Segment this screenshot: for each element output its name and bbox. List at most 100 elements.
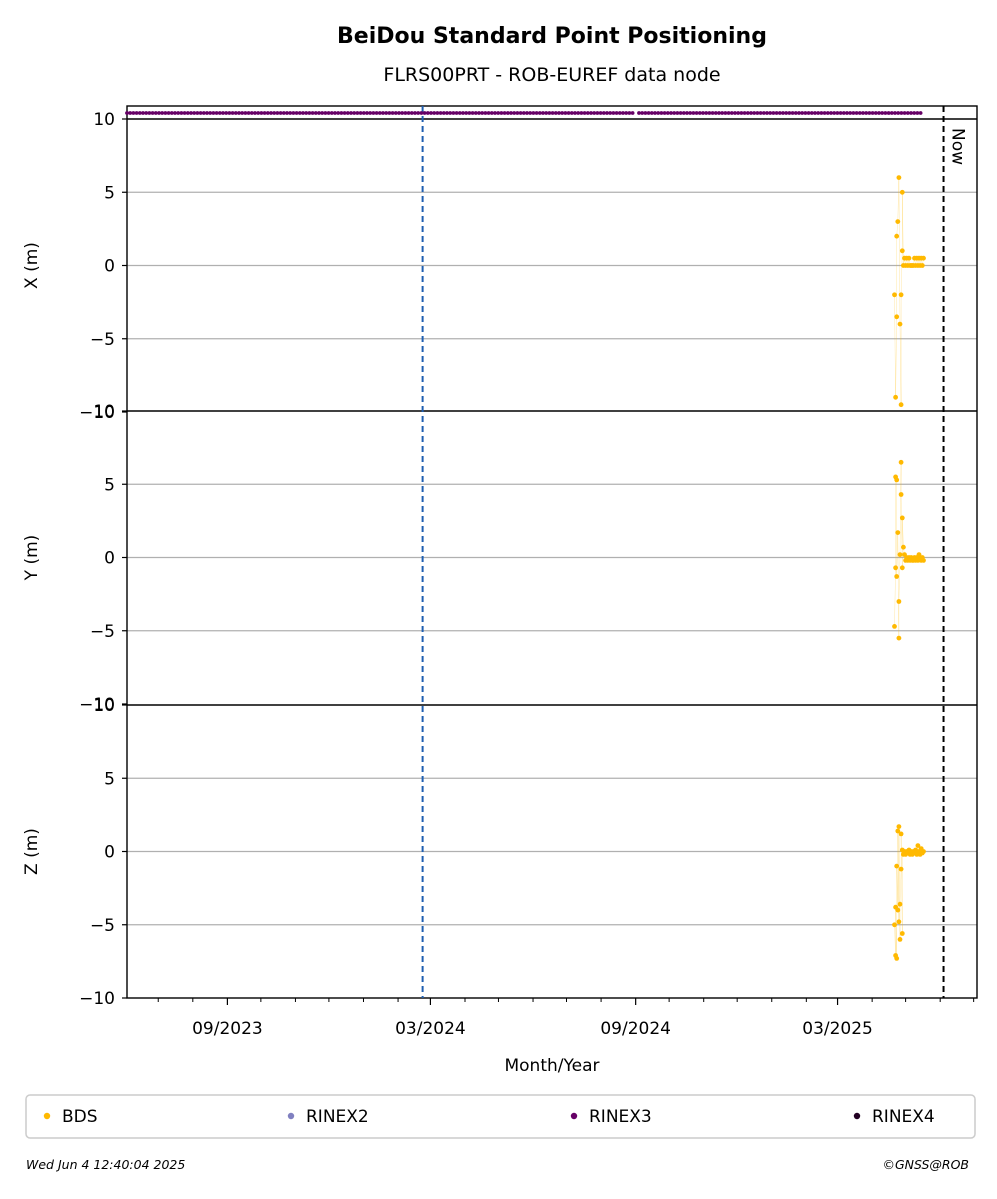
rinex3-availability-point <box>157 111 161 115</box>
y-tick-label: 10 <box>93 696 115 716</box>
rinex3-availability-point <box>678 111 683 115</box>
bds-point <box>896 919 902 925</box>
rinex3-availability-point <box>905 111 910 115</box>
rinex3-availability-point <box>368 111 373 115</box>
rinex3-availability-point <box>144 111 149 115</box>
x-axis-label: Month/Year <box>504 1056 599 1076</box>
rinex3-availability-point <box>371 111 376 115</box>
rinex3-availability-point <box>509 111 513 115</box>
rinex3-availability-point <box>598 111 603 115</box>
legend-label-bds: BDS <box>62 1107 98 1127</box>
rinex3-availability-point <box>304 111 309 115</box>
rinex3-availability-point <box>614 111 619 115</box>
rinex3-availability-point <box>761 111 766 115</box>
rinex3-availability-point <box>803 111 808 115</box>
x-tick-label: 09/2023 <box>192 1019 263 1039</box>
rinex3-availability-point <box>233 111 238 115</box>
rinex3-availability-point <box>349 111 353 115</box>
rinex3-availability-point <box>816 111 821 115</box>
rinex3-availability-point <box>569 111 574 115</box>
rinex3-availability-point <box>173 111 177 115</box>
rinex3-availability-point <box>877 111 881 115</box>
rinex3-availability-point <box>259 111 264 115</box>
rinex3-availability-point <box>813 111 817 115</box>
rinex3-availability-point <box>697 111 702 115</box>
rinex3-availability-point <box>125 111 129 115</box>
y-tick-label: 0 <box>104 843 115 863</box>
rinex3-availability-point <box>384 111 389 115</box>
rinex3-availability-point <box>288 111 293 115</box>
rinex3-availability-point <box>797 111 801 115</box>
plot-area: −10 −5 0 5 10 X (m) −10 −5 0 5 10 Y (m) −10 −5 0 5 10 Z (… <box>22 105 978 1039</box>
rinex3-availability-point <box>217 111 222 115</box>
rinex3-availability-point <box>688 111 693 115</box>
bds-point <box>899 565 905 571</box>
y-tick-label: 10 <box>93 402 115 422</box>
bds-point <box>896 599 902 604</box>
bds-point <box>897 321 903 327</box>
rinex3-availability-point <box>470 111 475 115</box>
legend-label-rinex4: RINEX4 <box>872 1107 935 1127</box>
rinex3-availability-point <box>285 111 289 115</box>
bds-point <box>898 492 904 497</box>
rinex3-availability-point <box>576 111 581 115</box>
rinex3-availability-point <box>809 111 814 115</box>
rinex3-availability-point <box>624 111 629 115</box>
rinex3-availability-point <box>912 111 917 115</box>
rinex3-availability-point <box>451 111 456 115</box>
rinex3-availability-point <box>262 111 267 115</box>
rinex3-availability-point <box>345 111 350 115</box>
bds-point <box>896 635 902 641</box>
rinex3-availability-point <box>323 111 328 115</box>
rinex3-availability-point <box>861 111 865 115</box>
rinex3-availability-point <box>739 111 744 115</box>
bds-point <box>894 574 900 579</box>
y-tick-label: 10 <box>93 110 115 130</box>
rinex3-availability-point <box>192 111 197 115</box>
bds-point <box>895 828 901 834</box>
rinex3-availability-point <box>387 111 392 115</box>
rinex3-availability-point <box>150 111 155 115</box>
rinex3-availability-point <box>733 111 737 115</box>
rinex3-availability-point <box>480 111 485 115</box>
rinex3-availability-point <box>496 111 501 115</box>
rinex3-availability-point <box>611 111 616 115</box>
y-tick-label: −5 <box>90 330 115 350</box>
bds-point <box>898 831 904 837</box>
rinex3-availability-point <box>707 111 712 115</box>
y-tick-label: 5 <box>104 769 115 789</box>
rinex3-availability-point <box>643 111 648 115</box>
rinex3-availability-point <box>784 111 789 115</box>
rinex3-availability-point <box>269 111 273 115</box>
rinex3-availability-point <box>617 111 622 115</box>
rinex3-availability-point <box>915 111 920 115</box>
rinex3-availability-point <box>486 111 491 115</box>
rinex3-availability-point <box>221 111 225 115</box>
rinex3-availability-point <box>745 111 750 115</box>
rinex3-availability-point <box>166 111 171 115</box>
rinex3-availability-point <box>179 111 184 115</box>
rinex3-availability-point <box>589 111 593 115</box>
rinex3-availability-point <box>413 111 417 115</box>
rinex3-availability-point <box>358 111 363 115</box>
rinex3-availability-point <box>502 111 507 115</box>
rinex3-availability-point <box>317 111 321 115</box>
rinex3-availability-point <box>560 111 565 115</box>
rinex3-availability-point <box>653 111 657 115</box>
rinex3-availability-point <box>377 111 382 115</box>
rinex3-availability-point <box>662 111 667 115</box>
rinex3-availability-point <box>896 111 901 115</box>
rinex3-availability-point <box>438 111 443 115</box>
rinex3-availability-point <box>429 111 433 115</box>
rinex3-availability-point <box>704 111 709 115</box>
bds-point <box>919 263 925 268</box>
bds-point <box>898 292 904 298</box>
rinex3-availability-point <box>672 111 677 115</box>
bds-point <box>896 175 902 181</box>
rinex3-availability-point <box>333 111 337 115</box>
rinex3-availability-point <box>579 111 584 115</box>
rinex3-availability-point <box>585 111 590 115</box>
rinex3-availability-point <box>768 111 773 115</box>
rinex3-availability-point <box>432 111 437 115</box>
rinex3-availability-point <box>435 111 440 115</box>
